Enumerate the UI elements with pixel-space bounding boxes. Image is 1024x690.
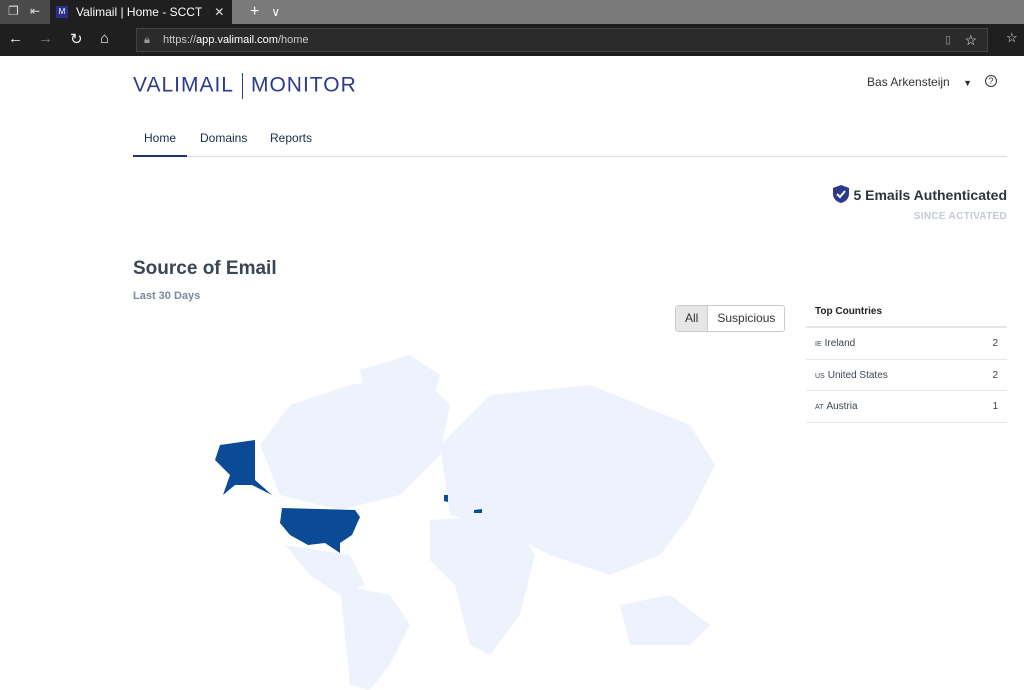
address-bar[interactable]: 🔒︎ https://app.valimail.com/home ▯ ☆ [136, 28, 988, 52]
country-name: United States [827, 369, 888, 381]
tab-set-aside-icon[interactable]: ❐ [8, 4, 19, 18]
filter-toggle: All Suspicious [675, 305, 786, 332]
country-code: IE [815, 341, 822, 348]
filter-suspicious[interactable]: Suspicious [717, 311, 776, 325]
map-mexico-central-america [285, 545, 365, 595]
chevron-down-icon[interactable]: ∨ [271, 5, 281, 19]
filter-all[interactable]: All [676, 306, 709, 331]
back-icon[interactable]: ← [8, 30, 23, 47]
country-code: US [815, 372, 825, 380]
top-countries-title: Top Countries [806, 300, 1007, 328]
section-title: Source of Email [133, 258, 277, 279]
reading-view-icon[interactable]: ▯ [944, 34, 951, 46]
map-south-america [340, 585, 410, 690]
tabs-aside-icon[interactable]: ⇤ [30, 4, 41, 18]
home-icon[interactable]: ⌂ [100, 30, 110, 47]
main-nav: Home Domains Reports [133, 121, 1007, 157]
favorite-star-icon[interactable]: ☆ [964, 32, 977, 48]
country-count: 2 [992, 369, 998, 381]
map-greenland [360, 355, 440, 455]
auth-summary: 5 Emails Authenticated SINCE ACTIVATED [833, 185, 1007, 222]
lock-icon: 🔒︎ [144, 34, 150, 46]
close-tab-icon[interactable]: ✕ [214, 5, 225, 19]
world-map [215, 355, 715, 690]
country-row[interactable]: IE Ireland 2 [806, 328, 1007, 360]
browser-tab[interactable]: M Valimail | Home - SCCT ✕ [50, 0, 233, 24]
shield-check-icon [833, 185, 850, 203]
user-name: Bas Arkensteijn [867, 75, 950, 89]
map-africa [430, 515, 535, 655]
tab-title: Valimail | Home - SCCT [76, 5, 203, 19]
logo-monitor: MONITOR [250, 73, 357, 97]
url-host: app.valimail.com [196, 34, 278, 46]
top-countries-panel: Top Countries IE Ireland 2 US United States… [806, 300, 1007, 423]
logo-valimail: VALIMAIL [133, 73, 234, 97]
logo[interactable]: VALIMAIL MONITOR [133, 73, 357, 99]
tab-actions: ❐ ⇤ [0, 0, 50, 24]
country-count: 1 [992, 401, 998, 412]
section-period: Last 30 Days [133, 290, 201, 302]
country-row[interactable]: US United States 2 [806, 360, 1007, 391]
map-ireland [444, 495, 448, 502]
help-icon[interactable]: ? [985, 75, 997, 87]
user-menu[interactable]: Bas Arkensteijn ▼ [867, 75, 972, 89]
auth-subtitle: SINCE ACTIVATED [913, 211, 1007, 222]
valimail-favicon: M [56, 6, 68, 18]
caret-down-icon: ▼ [963, 78, 972, 88]
country-row[interactable]: AT Austria 1 [806, 391, 1007, 423]
tab-bar-actions: + ∨ [250, 0, 280, 24]
browser-toolbar: ← → ↻ ⌂ 🔒︎ https://app.valimail.com/home… [0, 24, 1024, 56]
country-name: Austria [826, 401, 858, 412]
tab-reports[interactable]: Reports [270, 131, 313, 145]
map-united-states [280, 508, 360, 553]
map-alaska [215, 440, 272, 495]
refresh-icon[interactable]: ↻ [70, 31, 83, 48]
url-path: /home [277, 34, 309, 46]
new-tab-icon[interactable]: + [250, 3, 260, 20]
tab-home[interactable]: Home [133, 131, 188, 157]
favorites-icon[interactable]: ☆ [1006, 30, 1018, 45]
country-name: Ireland [824, 338, 856, 349]
url-scheme: https:// [163, 34, 197, 46]
country-code: AT [815, 404, 824, 411]
browser-tab-bar: ❐ ⇤ M Valimail | Home - SCCT ✕ + ∨ [0, 0, 1024, 24]
auth-count: 5 Emails Authenticated [853, 187, 1007, 203]
map-austria [474, 509, 482, 513]
tab-domains[interactable]: Domains [200, 131, 248, 145]
map-australia [620, 595, 710, 645]
country-count: 2 [992, 338, 998, 349]
forward-icon[interactable]: → [38, 30, 53, 47]
